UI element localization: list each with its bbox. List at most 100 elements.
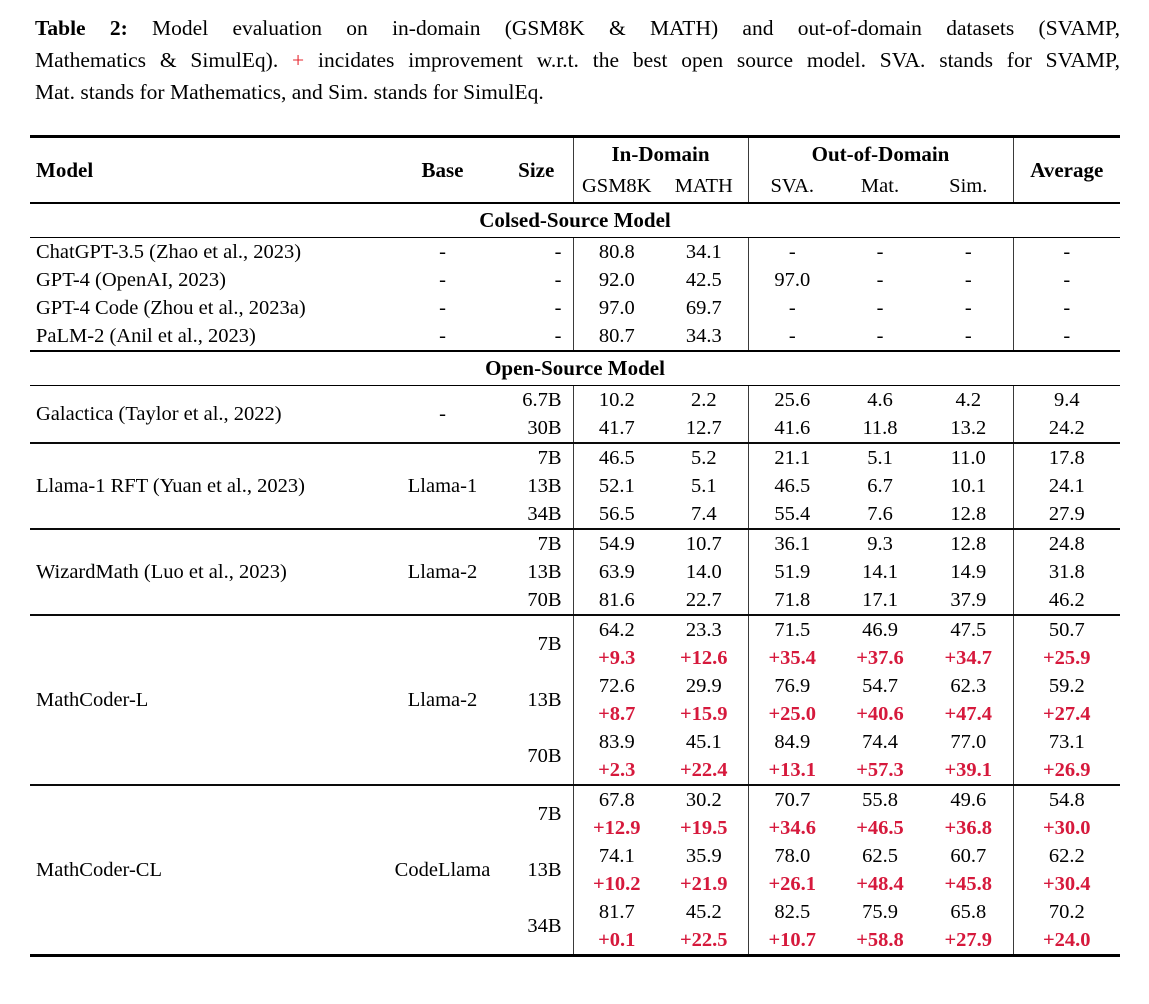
metric-value: 52.1	[598, 474, 635, 497]
metric-value: 24.1	[1048, 474, 1085, 497]
metric-value: 7.6	[867, 502, 893, 525]
metric-value: 46.5	[573, 442, 660, 472]
data-row: 34B 56.5 7.4 55.4 7.6 12.8 27.9	[30, 500, 1120, 529]
caption-text: Table 2:	[35, 16, 128, 40]
metric-value: 67.8	[573, 784, 660, 814]
metric-value: 34.1	[660, 237, 749, 266]
metric-value: 77.0	[924, 728, 1014, 756]
metric-value: 55.8	[836, 784, 924, 814]
metric-value: 62.5	[862, 844, 898, 867]
delta-value: +34.7	[924, 644, 1014, 672]
metric-value: 5.2	[660, 442, 749, 472]
metric-value: 80.8	[598, 240, 635, 263]
metric-value: 31.8	[1048, 560, 1085, 583]
metric-value: 56.5	[598, 502, 635, 525]
header-row-datasets: GSM8K MATH SVA. Mat. Sim.	[30, 170, 1120, 204]
model-size: -	[500, 237, 574, 266]
delta-value: +39.1	[924, 756, 1014, 785]
metric-value: 9.3	[836, 528, 924, 558]
metric-value: 76.9	[774, 674, 811, 697]
metric-value: 73.1	[1048, 730, 1085, 753]
model-size: -	[500, 266, 574, 294]
data-row: GPT-4 (OpenAI, 2023) - - 92.0 42.5 97.0 - - -	[30, 266, 1120, 294]
header-row-groups: Model Base Size In-Domain Out-of-Domain …	[30, 136, 1121, 204]
metric-value: 59.2	[1048, 674, 1085, 697]
metric-value: -	[788, 324, 796, 347]
metric-value: 62.3	[924, 672, 1014, 700]
data-row: PaLM-2 (Anil et al., 2023) - - 80.7 34.3 - - - -	[30, 322, 1120, 351]
metric-value: 55.4	[774, 502, 811, 525]
caption-text: Mathematics & SimulEq).	[35, 48, 293, 72]
metric-value: 71.5	[748, 614, 836, 644]
metric-value: 12.8	[924, 500, 1014, 529]
base-model: CodeLlama	[385, 784, 500, 956]
metric-value: 34.3	[660, 322, 749, 351]
data-row: 70B 83.9 45.1 84.9 74.4 77.0 73.1	[30, 728, 1120, 785]
model-size: -	[500, 294, 574, 322]
section-header-row: Colsed-Source Model	[30, 202, 1121, 238]
metric-value: 13.2	[924, 414, 1014, 443]
metric-value: 25.6	[774, 388, 811, 411]
model-size: 13B	[500, 672, 574, 728]
metric-value: 11.8	[862, 416, 898, 439]
metric-value: 24.2	[1048, 416, 1085, 439]
delta-value: +13.1	[768, 758, 817, 781]
metric-value: -	[876, 268, 884, 291]
metric-value: 54.7	[862, 674, 898, 697]
delta-value: +26.1	[768, 872, 817, 895]
model-size: 7B	[500, 614, 574, 672]
model-size: 34B	[500, 500, 574, 529]
caption-line: Mathematics & SimulEq). + incidates impr…	[35, 44, 1120, 76]
metric-value: 81.7	[598, 900, 635, 923]
delta-value: +10.2	[592, 872, 641, 895]
base-model: -	[439, 268, 446, 291]
data-row: 13B 74.1 35.9 78.0 62.5 60.7 62.2	[30, 842, 1120, 898]
model-size: 13B	[500, 842, 574, 898]
delta-value: +30.0	[1042, 816, 1091, 839]
metric-value: -	[1063, 268, 1071, 291]
metric-value: 42.5	[660, 266, 749, 294]
delta-value: +37.6	[856, 646, 904, 669]
metric-value: 41.6	[774, 416, 811, 439]
base-model: -	[439, 324, 446, 347]
metric-value: 22.7	[660, 586, 749, 615]
metric-value: 17.8	[1013, 442, 1121, 472]
metric-value: -	[788, 240, 796, 263]
metric-value: -	[1063, 240, 1071, 263]
metric-value: 74.4	[862, 730, 898, 753]
metric-value: 4.6	[867, 388, 893, 411]
metric-value: 30.2	[660, 784, 749, 814]
delta-value: +15.9	[660, 700, 749, 728]
section-title: Open-Source Model	[30, 350, 1121, 386]
metric-value: -	[788, 296, 796, 319]
model-name: ChatGPT-3.5 (Zhao et al., 2023)	[36, 240, 302, 263]
metric-value: 78.0	[774, 844, 811, 867]
results-table: Model Base Size In-Domain Out-of-Domain …	[30, 135, 1121, 957]
metric-value: 4.2	[924, 385, 1014, 414]
metric-value: 51.9	[774, 560, 811, 583]
column-group-in-domain: In-Domain	[573, 136, 749, 170]
metric-value: 70.2	[1048, 900, 1085, 923]
delta-value: +8.7	[598, 702, 636, 725]
column-group-out-of-domain: Out-of-Domain	[748, 136, 1014, 170]
base-model: Llama-1	[385, 442, 500, 529]
metric-value: -	[924, 266, 1014, 294]
model-name: GPT-4 (OpenAI, 2023)	[36, 268, 226, 291]
metric-value: -	[924, 237, 1014, 266]
model-size: 7B	[500, 442, 574, 472]
base-model: Llama-2	[385, 614, 500, 785]
data-row: 13B 52.1 5.1 46.5 6.7 10.1 24.1	[30, 472, 1120, 500]
delta-value: +24.0	[1042, 928, 1091, 951]
metric-value: -	[876, 324, 884, 347]
delta-value: +2.3	[598, 758, 636, 781]
model-name: PaLM-2 (Anil et al., 2023)	[36, 324, 256, 347]
metric-value: -	[924, 294, 1014, 322]
data-row: MathCoder-CL CodeLlama 7B 67.8 30.2 70.7 55.8 4…	[30, 784, 1121, 956]
metric-value: 29.9	[660, 672, 749, 700]
section-header-row: Open-Source Model	[30, 350, 1121, 386]
delta-value: +58.8	[856, 928, 904, 951]
delta-row: +9.3 +12.6 +35.4 +37.6 +34.7 +25.9	[30, 644, 1120, 672]
metric-value: 70.7	[748, 784, 836, 814]
metric-value: 14.0	[660, 558, 749, 586]
base-model: -	[439, 296, 446, 319]
